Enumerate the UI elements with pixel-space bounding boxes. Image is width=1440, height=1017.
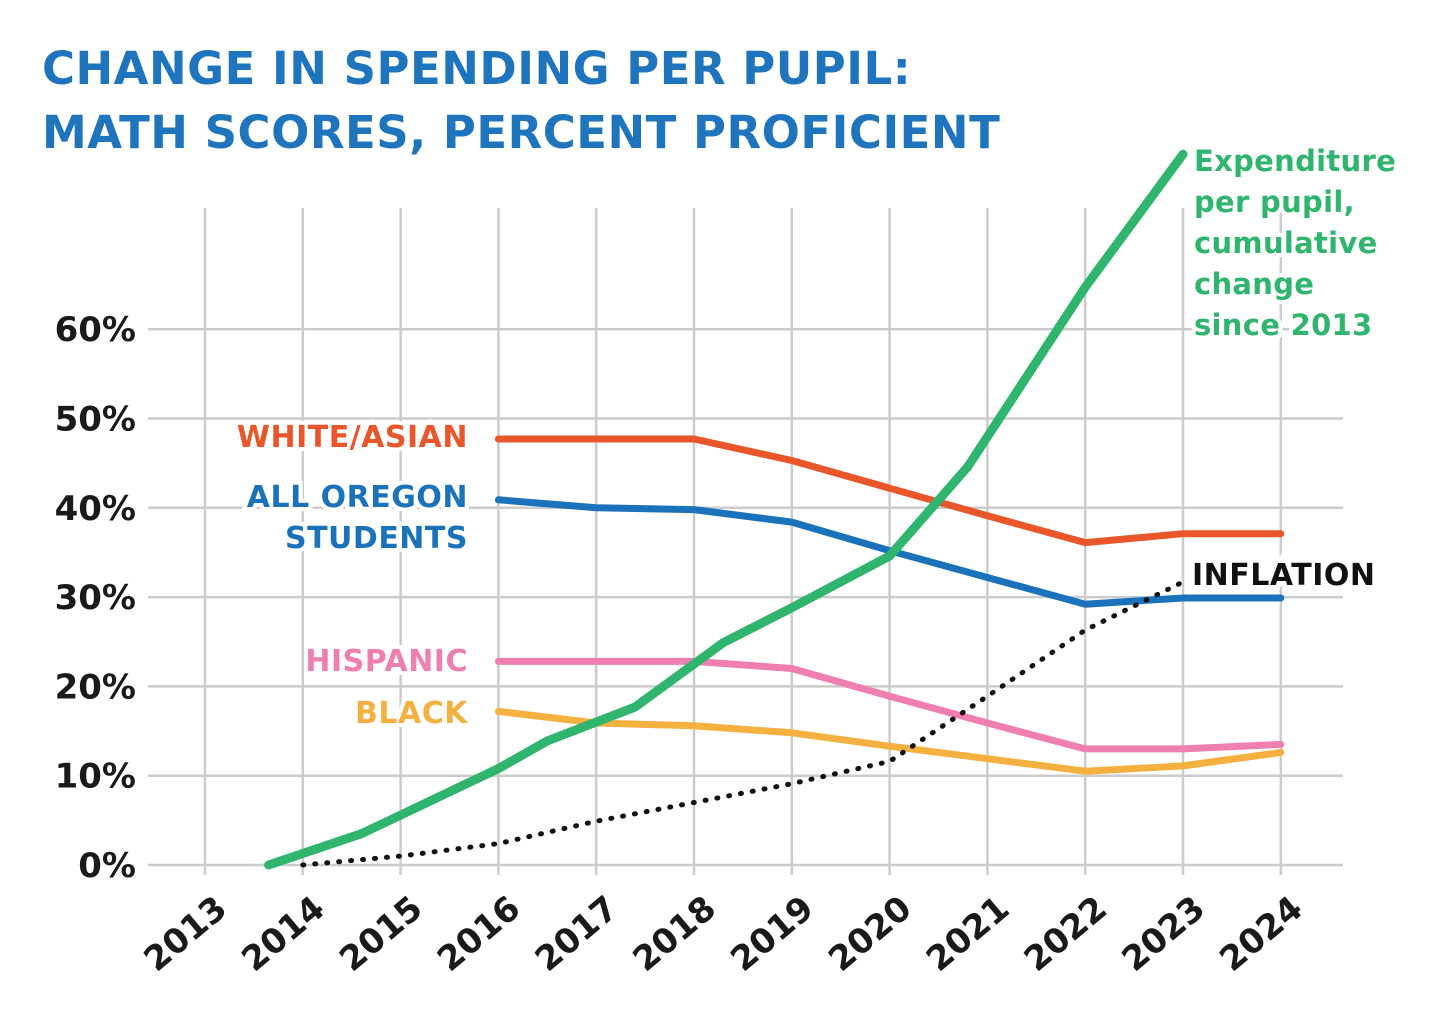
series-label-hispanic-line-1: HISPANIC [305,644,468,679]
series-label-white-asian-line-1: WHITE/ASIAN [237,420,468,455]
series-label-expenditure-line-3: cumulative [1194,226,1378,260]
y-axis-ticks: 0% 10% 20% 30% 40% 50% 60% [55,310,136,886]
x-tick-label: 2013 [137,888,235,979]
series-labels: WHITE/ASIAN ALL OREGON STUDENTS HISPANIC BLA… [233,140,1400,735]
series-label-expenditure-line-4: change [1194,267,1314,301]
series-line-hispanic [494,657,1285,753]
x-tick-label: 2014 [234,888,332,979]
x-tick-label: 2022 [1017,888,1115,979]
y-tick-label: 0% [78,846,136,886]
x-tick-label: 2021 [919,888,1017,979]
x-tick-label: 2019 [723,888,821,979]
chart-title-line-2: MATH SCORES, PERCENT PROFICIENT [42,106,1001,159]
series-label-all-oregon-line-2: STUDENTS [285,521,468,556]
series-label-inflation-line-1: INFLATION [1192,558,1376,593]
series-line-expenditure [264,149,1188,870]
x-tick-label: 2015 [332,888,430,979]
x-tick-label: 2016 [430,888,528,979]
series-label-expenditure-line-5: since 2013 [1194,308,1373,342]
y-tick-label: 40% [55,489,136,529]
x-tick-label: 2020 [821,888,919,979]
y-tick-label: 50% [55,400,136,440]
y-tick-label: 20% [55,667,136,707]
x-tick-label: 2023 [1115,888,1213,979]
x-tick-label: 2018 [626,888,724,979]
series-lines [264,149,1285,870]
series-label-all-oregon-line-1: ALL OREGON [247,480,468,515]
series-line-white-asian [494,435,1285,547]
series-label-expenditure-line-2: per pupil, [1194,185,1355,219]
y-tick-label: 10% [55,757,136,797]
y-tick-label: 30% [55,578,136,618]
x-tick-label: 2024 [1212,888,1310,979]
y-tick-label: 60% [55,310,136,350]
series-line-inflation [300,579,1186,868]
series-label-expenditure-line-1: Expenditure [1194,144,1396,178]
series-line-black [494,707,1285,775]
chart-title-line-1: CHANGE IN SPENDING PER PUPIL: [42,42,912,95]
x-axis-ticks: 2013 2014 2015 2016 2017 2018 2019 2020 2021 2022… [137,888,1311,979]
x-tick-label: 2017 [528,888,626,979]
series-label-black-line-1: BLACK [355,696,469,731]
